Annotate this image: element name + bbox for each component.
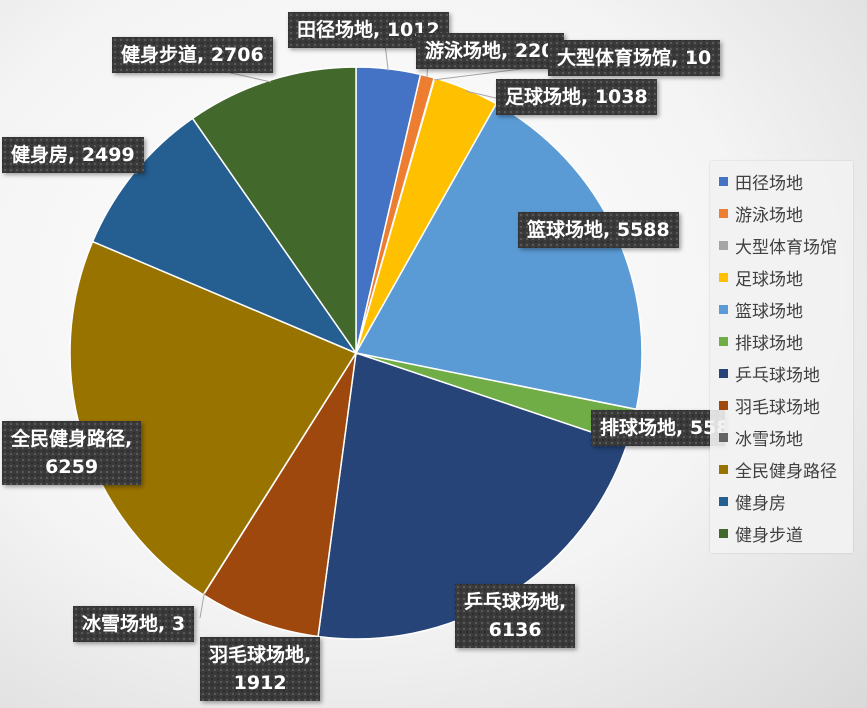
legend-swatch xyxy=(719,400,728,410)
legend-item: 羽毛球场地 xyxy=(710,389,853,421)
legend-label: 冰雪场地 xyxy=(735,429,803,450)
pie-slices xyxy=(69,66,643,640)
data-label-line: 6136 xyxy=(488,619,542,641)
legend-swatch xyxy=(719,176,728,186)
data-label-3: 大型体育场馆, 10 xyxy=(548,40,720,76)
data-label-11: 健身房, 2499 xyxy=(2,137,144,173)
legend-label: 篮球场地 xyxy=(735,301,803,322)
legend-item: 田径场地 xyxy=(710,165,853,197)
legend-swatch xyxy=(719,432,728,442)
data-label-4: 足球场地, 1038 xyxy=(496,79,657,115)
legend-swatch xyxy=(719,304,728,314)
legend-swatch xyxy=(719,240,728,250)
data-label-12: 健身步道, 2706 xyxy=(112,37,273,73)
legend-item: 健身步道 xyxy=(710,517,853,549)
leader-line-3 xyxy=(433,64,554,81)
legend-item: 排球场地 xyxy=(710,325,853,357)
legend-label: 游泳场地 xyxy=(735,205,803,226)
legend-item: 乒乓球场地 xyxy=(710,357,853,389)
data-label-8: 羽毛球场地, 1912 xyxy=(200,637,320,701)
data-label-line: 乒乓球场地, xyxy=(464,591,567,613)
legend-swatch xyxy=(719,336,728,346)
leader-line-1 xyxy=(384,43,389,71)
data-label-2: 游泳场地, 220 xyxy=(416,33,564,69)
legend-label: 健身步道 xyxy=(735,525,803,546)
data-label-9: 冰雪场地, 3 xyxy=(73,606,194,642)
legend-item: 篮球场地 xyxy=(710,293,853,325)
pie-slice-11 xyxy=(91,117,359,355)
leader-line-11 xyxy=(135,167,143,175)
pie-slice-8 xyxy=(202,352,357,638)
pie-slice-12 xyxy=(191,66,357,356)
data-label-7: 乒乓球场地, 6136 xyxy=(455,584,575,648)
data-label-1: 田径场地, 1012 xyxy=(288,12,449,48)
legend-item: 足球场地 xyxy=(710,261,853,293)
legend-swatch xyxy=(719,496,728,506)
legend-label: 乒乓球场地 xyxy=(735,365,820,386)
data-label-line: 羽毛球场地, xyxy=(209,644,312,666)
legend-label: 排球场地 xyxy=(735,333,803,354)
legend-item: 冰雪场地 xyxy=(710,421,853,453)
legend-item: 全民健身路径 xyxy=(710,453,853,485)
legend-label: 田径场地 xyxy=(735,173,803,194)
data-label-5: 篮球场地, 5588 xyxy=(518,212,679,248)
data-label-line: 全民健身路径, xyxy=(11,428,133,450)
data-label-10: 全民健身路径, 6259 xyxy=(2,421,141,485)
leader-line-4 xyxy=(465,90,501,100)
legend-item: 大型体育场馆 xyxy=(710,229,853,261)
legend: 田径场地游泳场地大型体育场馆 足球场地篮球场地排球场地乒乓球场地羽毛球场地冰雪场地… xyxy=(710,161,853,553)
legend-label: 羽毛球场地 xyxy=(735,397,820,418)
legend-swatch xyxy=(719,528,728,538)
legend-label: 全民健身路径 xyxy=(735,461,837,482)
legend-swatch xyxy=(719,208,728,218)
legend-item: 游泳场地 xyxy=(710,197,853,229)
legend-label: 健身房 xyxy=(735,493,786,514)
legend-swatch xyxy=(719,272,728,282)
data-label-line: 1912 xyxy=(233,672,287,694)
leader-line-9 xyxy=(199,593,205,619)
legend-swatch xyxy=(719,368,728,378)
legend-item: 健身房 xyxy=(710,485,853,517)
legend-swatch xyxy=(719,464,728,474)
legend-label: 大型体育场馆 xyxy=(735,237,837,258)
legend-label: 足球场地 xyxy=(735,269,803,290)
data-label-line: 6259 xyxy=(45,456,99,478)
data-label-6: 排球场地, 558 xyxy=(591,410,725,446)
